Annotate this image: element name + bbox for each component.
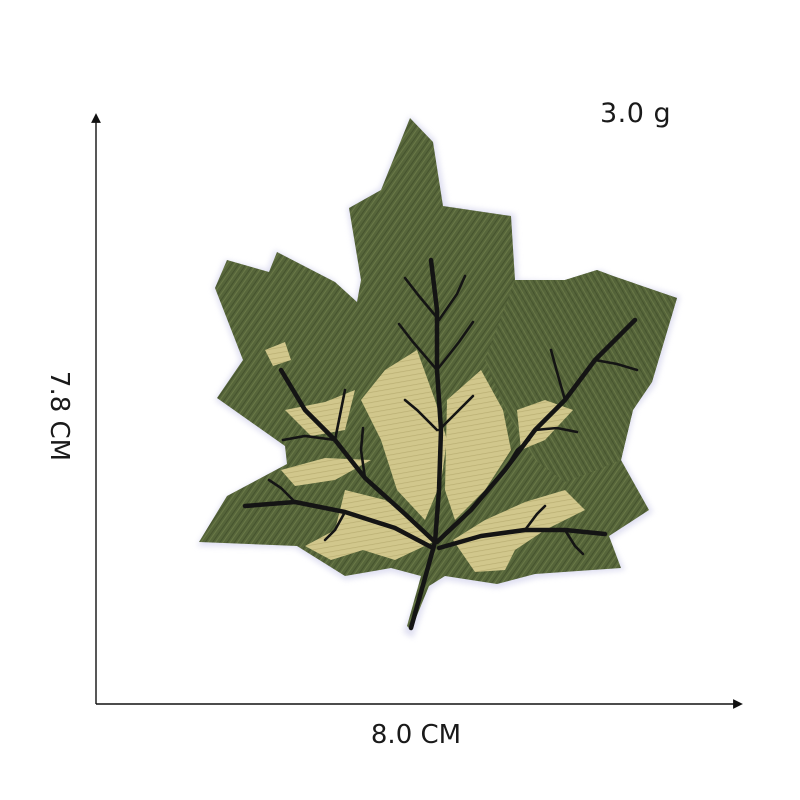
maple-leaf-icon bbox=[197, 116, 680, 638]
height-dimension-label: 7.8 CM bbox=[44, 370, 74, 462]
weight-label: 3.0 g bbox=[600, 98, 672, 129]
maple-leaf-patch-image bbox=[185, 110, 690, 645]
width-dimension-label: 8.0 CM bbox=[370, 720, 462, 750]
